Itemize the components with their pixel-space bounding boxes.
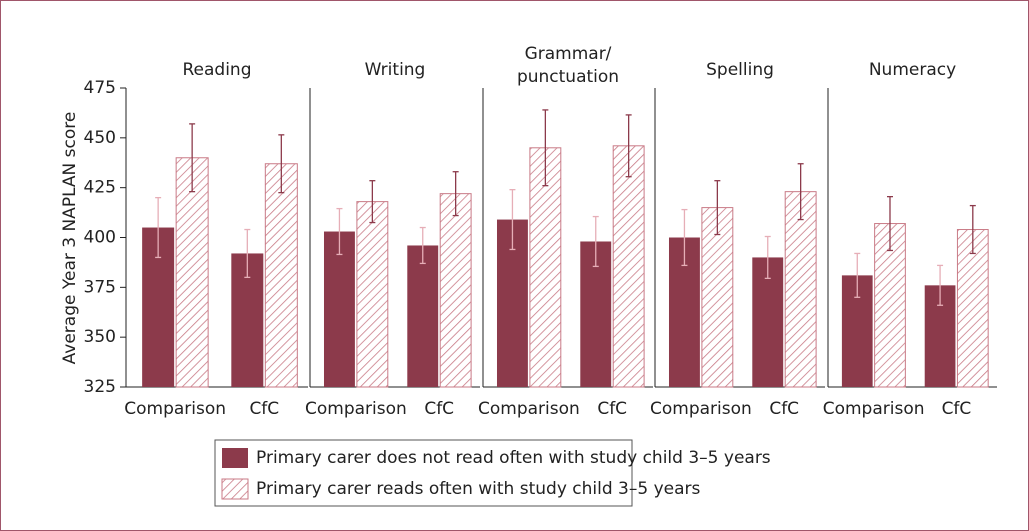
x-tick-label: CfC [424,399,454,419]
legend-swatch [222,448,248,468]
x-tick-label: CfC [597,399,627,419]
x-tick-label: Comparison [823,399,925,419]
y-tick-label: 450 [84,128,116,148]
bar [175,157,209,388]
y-tick-label: 400 [84,228,116,248]
bar [264,163,298,388]
bar [752,257,784,387]
y-tick-label: 375 [84,277,116,297]
x-tick-label: CfC [942,399,972,419]
bar [701,207,734,388]
x-tick-label: Comparison [124,399,226,419]
y-tick-label: 475 [84,78,116,98]
x-tick-label: CfC [249,399,279,419]
panel-title: Spelling [706,60,774,80]
bar [529,147,562,388]
bar [612,145,645,388]
panel-title: Grammar/punctuation [517,44,619,87]
legend-box [214,439,633,507]
x-tick-label: CfC [769,399,799,419]
bar [407,245,439,387]
y-axis-label: Average Year 3 NAPLAN score [60,112,80,365]
panel-title: Reading [182,60,251,80]
panel-title: Writing [365,60,426,80]
bar [356,201,389,388]
legend-swatch [221,478,249,500]
legend-label: Primary carer reads often with study chi… [256,479,701,499]
bar [956,229,989,388]
legend-label: Primary carer does not read often with s… [256,448,771,468]
x-tick-label: Comparison [305,399,407,419]
panel-title: Numeracy [869,60,956,80]
y-tick-label: 425 [84,178,116,198]
y-tick-label: 350 [84,327,116,347]
x-tick-label: Comparison [478,399,580,419]
bar [784,191,817,388]
bar [439,193,472,388]
x-tick-label: Comparison [650,399,752,419]
y-tick-label: 325 [84,377,116,397]
bar [323,231,355,387]
